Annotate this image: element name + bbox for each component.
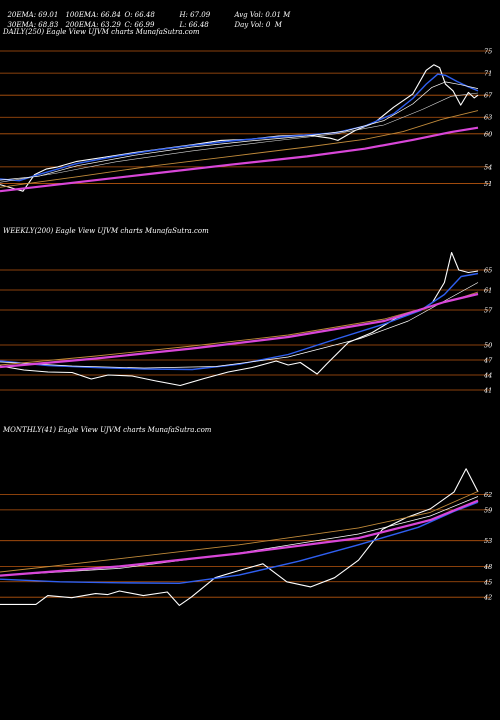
y-tick-label: 50 xyxy=(484,342,492,350)
y-tick-label: 44 xyxy=(483,372,492,380)
y-tick-label: 71 xyxy=(484,70,492,78)
y-tick-label: 45 xyxy=(483,578,492,586)
y-tick-label: 59 xyxy=(484,506,492,514)
weekly-panel: 65 61 57 50 47 44 41 xyxy=(0,251,493,395)
ema30-line xyxy=(0,81,479,181)
header-value: 30EMA: 68.83 xyxy=(7,21,59,29)
ema20-line xyxy=(0,272,479,371)
indicator-header-row-2: 30EMA: 68.83 200EMA: 63.29 C: 66.99 L: 66.4… xyxy=(3,12,282,30)
y-tick-label: 60 xyxy=(484,130,492,138)
header-value: 20EMA: 69.01 xyxy=(7,11,59,19)
y-tick-label: 65 xyxy=(484,267,492,275)
y-tick-label: 47 xyxy=(483,357,493,365)
y-tick-label: 63 xyxy=(484,114,492,122)
y-tick-label: 48 xyxy=(483,563,492,571)
header-value: C: 66.99 xyxy=(124,21,155,29)
ema20-line xyxy=(0,501,479,584)
y-tick-label: 57 xyxy=(484,307,493,315)
y-tick-label: 54 xyxy=(484,163,492,171)
y-tick-label: 53 xyxy=(484,537,492,545)
price-line xyxy=(0,468,479,606)
header-value: L: 66.48 xyxy=(179,21,209,29)
daily-chart-title: DAILY(250) Eagle View UJVM charts Munafa… xyxy=(3,28,200,36)
y-tick-label: 41 xyxy=(483,387,492,395)
weekly-chart-title: WEEKLY(200) Eagle View UJVM charts Munaf… xyxy=(3,227,209,235)
ema30-line xyxy=(0,282,479,369)
header-value: 100EMA: 66.84 xyxy=(65,11,121,19)
monthly-chart-title: MONTHLY(41) Eagle View UJVM charts Munaf… xyxy=(3,426,212,434)
ema50-line xyxy=(0,92,479,183)
y-tick-label: 67 xyxy=(484,92,493,100)
header-value: Avg Vol: 0.01 M xyxy=(234,11,291,19)
ema100-line xyxy=(0,490,479,573)
price-line xyxy=(0,251,479,387)
ema100-line xyxy=(0,110,479,188)
indicator-header-row-1: 20EMA: 69.01 100EMA: 66.84 O: 66.48 H: 67.0… xyxy=(3,2,290,20)
y-tick-label: 62 xyxy=(484,491,492,499)
ema200-line xyxy=(0,499,479,577)
y-tick-label: 42 xyxy=(483,594,492,602)
header-value: Day Vol: 0 M xyxy=(234,21,282,29)
header-value: H: 67.09 xyxy=(179,11,211,19)
ema200-line xyxy=(0,126,479,193)
header-value: O: 66.48 xyxy=(124,11,155,19)
ema200-line xyxy=(0,292,479,369)
y-tick-label: 61 xyxy=(484,287,492,295)
monthly-panel: 62 59 53 48 45 42 xyxy=(0,468,492,606)
daily-panel: 75 71 67 63 60 54 51 xyxy=(0,48,493,193)
y-tick-label: 51 xyxy=(484,180,492,188)
price-line xyxy=(0,64,479,192)
ema30-line xyxy=(0,496,479,576)
ema100-line xyxy=(0,291,479,366)
header-value: 200EMA: 63.29 xyxy=(65,21,121,29)
y-tick-label: 75 xyxy=(484,48,492,56)
